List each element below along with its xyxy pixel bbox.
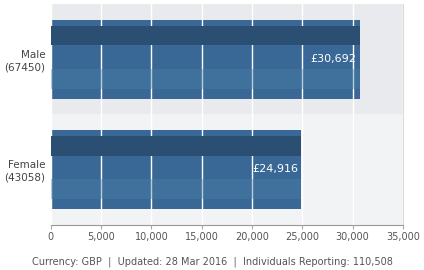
Text: £24,916: £24,916 — [252, 164, 298, 174]
Bar — [51, 26, 360, 45]
Bar — [51, 69, 360, 89]
Bar — [51, 114, 403, 225]
Bar — [51, 136, 301, 156]
Text: £30,692: £30,692 — [311, 54, 357, 64]
Bar — [51, 130, 301, 209]
Bar — [51, 179, 301, 199]
Bar — [51, 20, 360, 99]
Bar — [51, 4, 403, 114]
Text: Currency: GBP  |  Updated: 28 Mar 2016  |  Individuals Reporting: 110,508: Currency: GBP | Updated: 28 Mar 2016 | I… — [31, 257, 393, 267]
